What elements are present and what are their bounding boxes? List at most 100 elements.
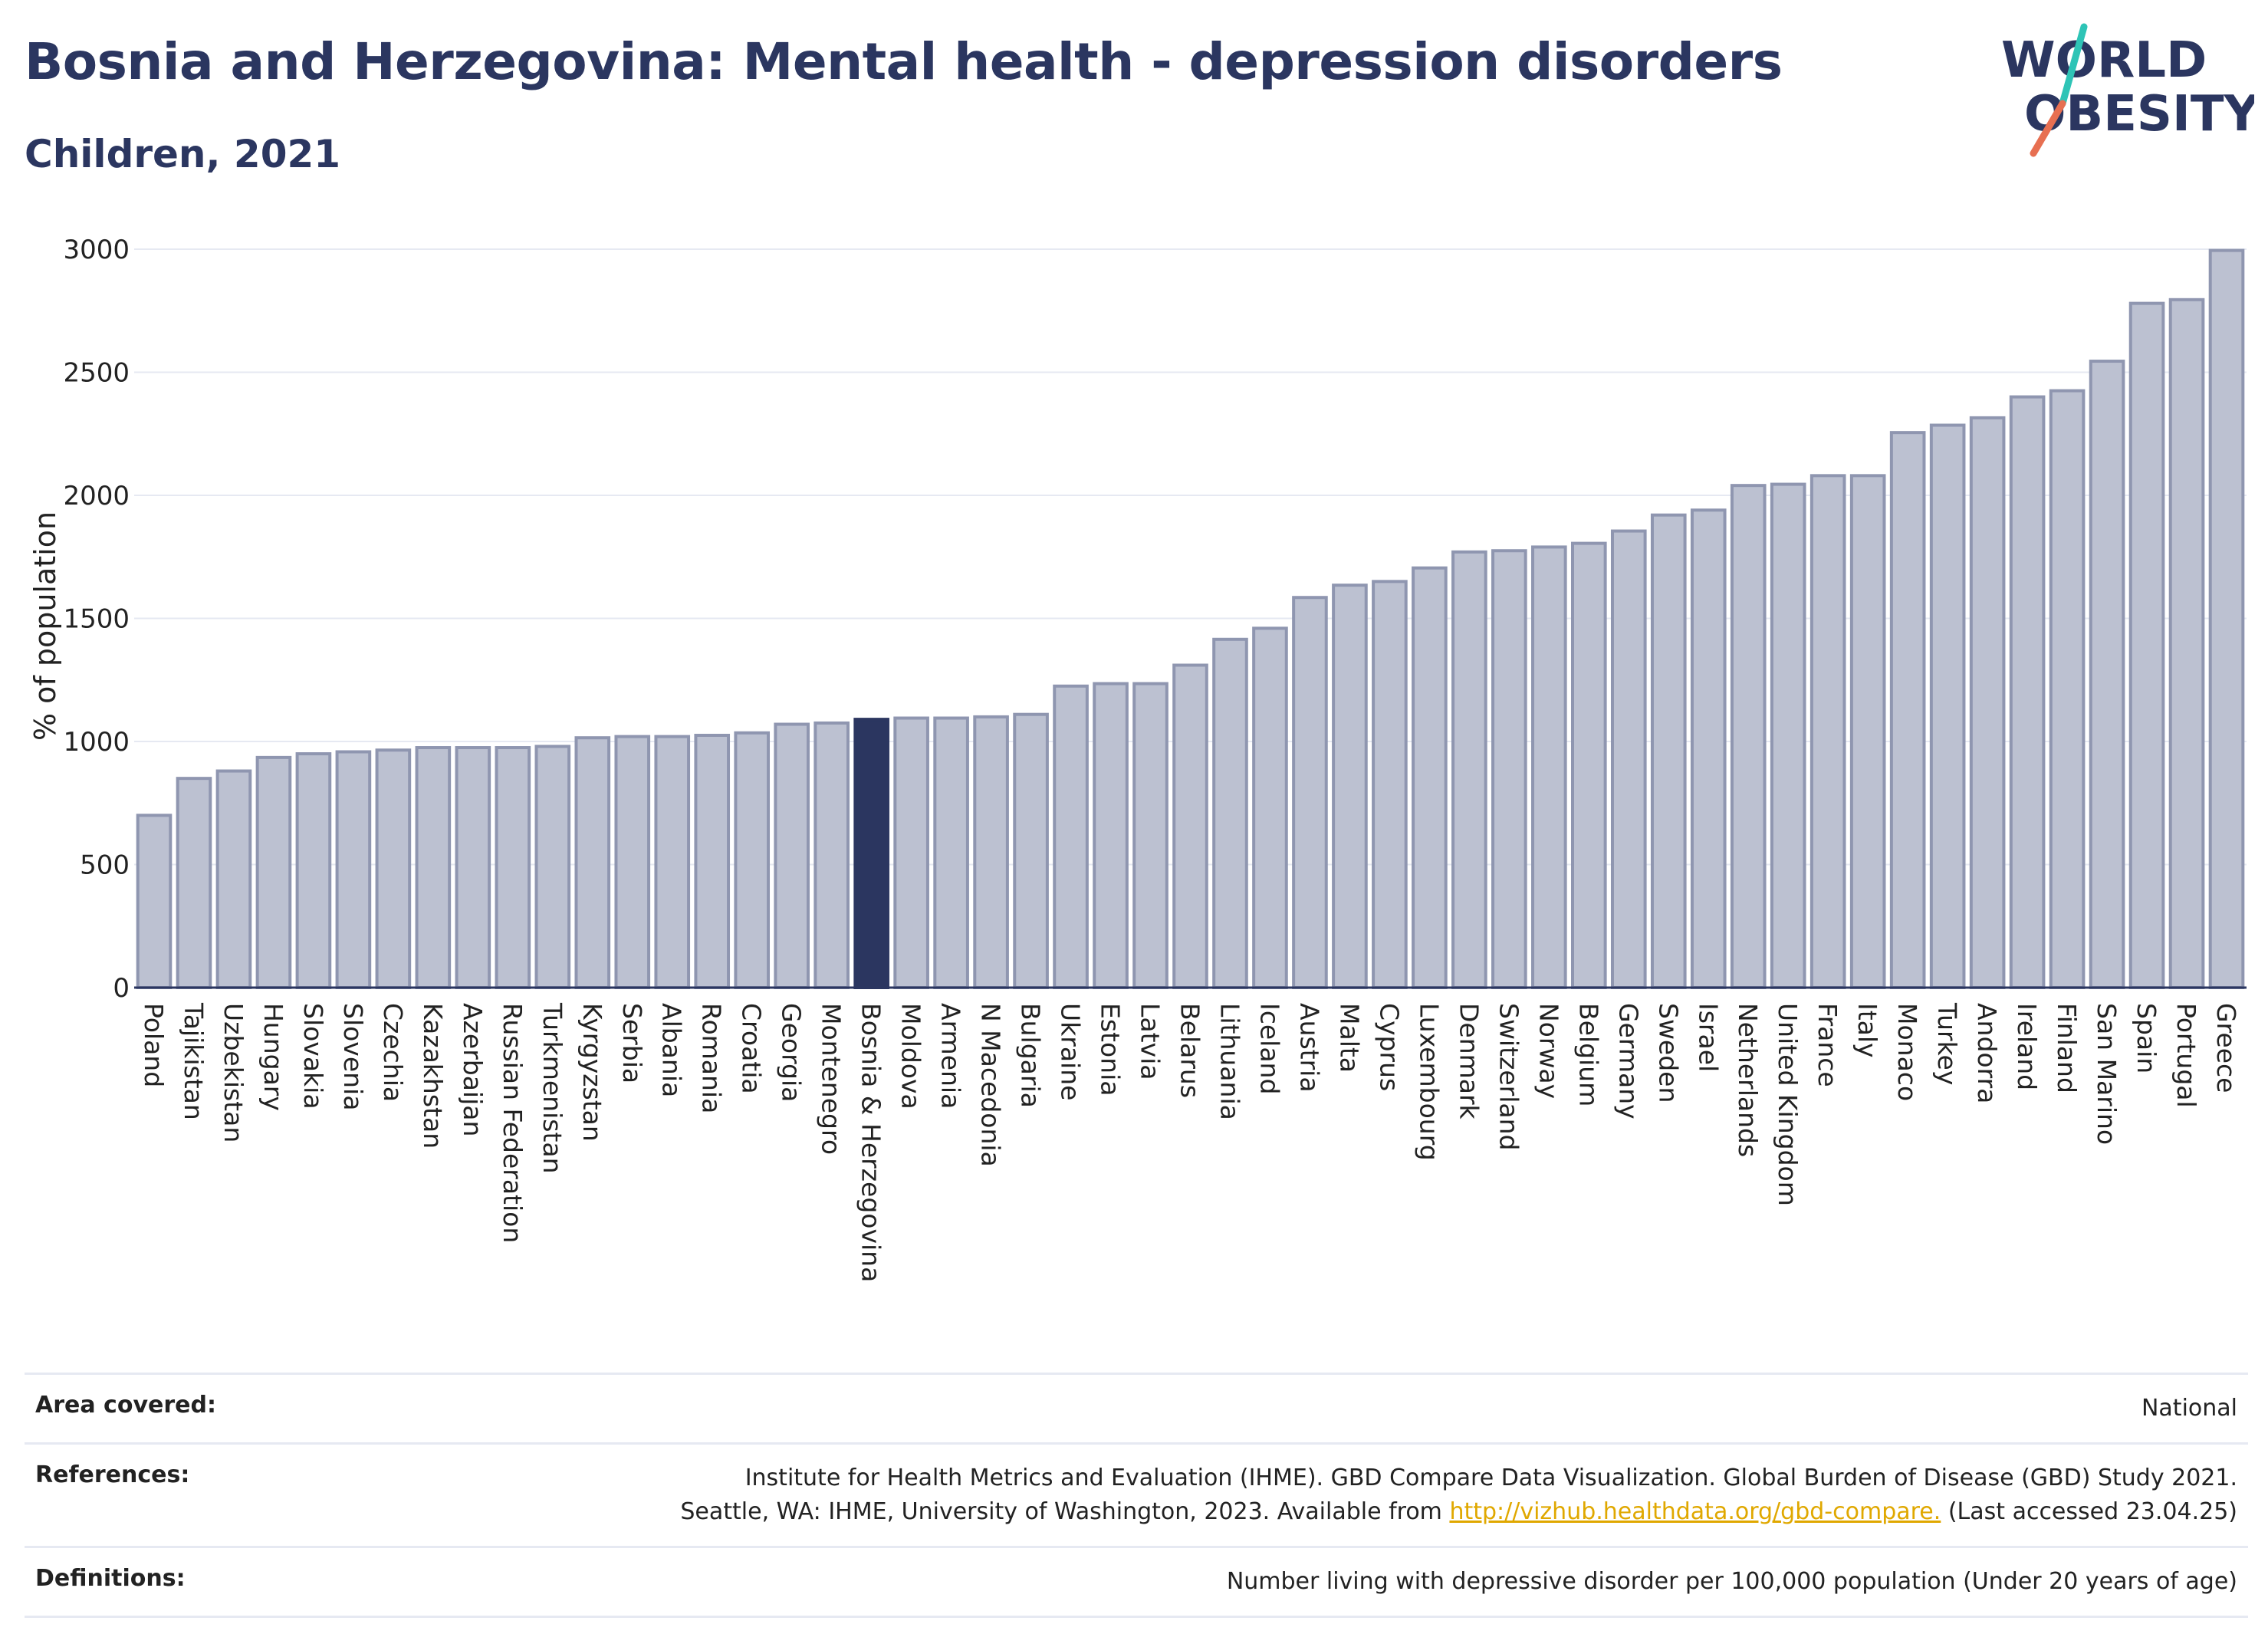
x-tick-label: Luxembourg bbox=[1414, 1003, 1444, 1161]
x-tick-label: Netherlands bbox=[1733, 1003, 1763, 1157]
y-tick-label: 500 bbox=[80, 850, 130, 881]
x-tick-label: Georgia bbox=[777, 1003, 807, 1102]
bar-albania[interactable] bbox=[654, 735, 691, 990]
logo-slash-teal bbox=[2059, 23, 2088, 107]
x-tick-label: Montenegro bbox=[817, 1003, 846, 1155]
x-tick-label: Latvia bbox=[1136, 1003, 1165, 1080]
references-link[interactable]: http://vizhub.healthdata.org/gbd-compare… bbox=[1449, 1498, 1941, 1525]
bar-croatia[interactable] bbox=[734, 731, 771, 989]
x-tick-label: N Macedonia bbox=[976, 1003, 1006, 1167]
references-row: References: Institute for Health Metrics… bbox=[25, 1442, 2248, 1546]
references-line1: Institute for Health Metrics and Evaluat… bbox=[744, 1465, 2237, 1491]
bar-bosnia-herzegovina[interactable] bbox=[853, 718, 889, 989]
x-tick-label: Czechia bbox=[378, 1003, 408, 1102]
bar-slovenia[interactable] bbox=[335, 750, 372, 989]
x-tick-label: Ireland bbox=[2012, 1003, 2042, 1090]
bar-germany[interactable] bbox=[1610, 529, 1647, 989]
bar-poland[interactable] bbox=[136, 814, 173, 990]
bar-moldova[interactable] bbox=[893, 716, 929, 989]
x-tick-label: Portugal bbox=[2171, 1003, 2201, 1108]
y-tick-label: 0 bbox=[113, 973, 130, 1004]
bar-spain[interactable] bbox=[2128, 301, 2165, 989]
x-tick-label: Serbia bbox=[617, 1003, 647, 1083]
bar-lithuania[interactable] bbox=[1212, 637, 1248, 989]
world-obesity-logo: WORLD OBESITY bbox=[2001, 23, 2254, 157]
bar-san-marino[interactable] bbox=[2089, 360, 2125, 989]
bar-tajikistan[interactable] bbox=[176, 777, 212, 990]
bar-andorra[interactable] bbox=[1969, 416, 2006, 989]
bar-belarus[interactable] bbox=[1172, 663, 1208, 989]
bar-czechia[interactable] bbox=[375, 748, 412, 989]
bar-estonia[interactable] bbox=[1093, 682, 1129, 989]
x-tick-label: Finland bbox=[2052, 1003, 2082, 1093]
bar-malta[interactable] bbox=[1332, 584, 1368, 989]
x-tick-label: Switzerland bbox=[1494, 1003, 1524, 1151]
bar-hungary[interactable] bbox=[255, 755, 292, 989]
references-label: References: bbox=[35, 1461, 190, 1488]
bar-denmark[interactable] bbox=[1451, 550, 1487, 989]
bar-norway[interactable] bbox=[1531, 545, 1567, 989]
x-axis-labels: Poland Tajikistan Uzbekistan Hungary Slovaki… bbox=[139, 1002, 2241, 1282]
bar-armenia[interactable] bbox=[933, 716, 969, 989]
bar-georgia[interactable] bbox=[774, 722, 810, 990]
bar-switzerland[interactable] bbox=[1491, 549, 1527, 989]
chart-subtitle: Children, 2021 bbox=[25, 132, 341, 176]
bar-kazakhstan[interactable] bbox=[415, 746, 452, 990]
chart-title: Bosnia and Herzegovina: Mental health - … bbox=[25, 32, 1783, 91]
bar-ireland[interactable] bbox=[2009, 395, 2046, 989]
x-tick-label: Italy bbox=[1852, 1003, 1882, 1058]
logo-slash-coral bbox=[2030, 100, 2066, 157]
bar-iceland[interactable] bbox=[1252, 626, 1288, 990]
bar-montenegro[interactable] bbox=[814, 721, 850, 989]
bar-serbia[interactable] bbox=[614, 735, 651, 990]
bar-turkmenistan[interactable] bbox=[534, 745, 571, 989]
x-tick-label: Iceland bbox=[1254, 1003, 1284, 1094]
x-tick-label: Greece bbox=[2211, 1003, 2241, 1093]
bar-turkey[interactable] bbox=[1929, 423, 1966, 989]
x-tick-label: Armenia bbox=[936, 1003, 966, 1109]
bar-united-kingdom[interactable] bbox=[1770, 482, 1806, 989]
x-tick-label: Kazakhstan bbox=[418, 1003, 448, 1149]
bar-latvia[interactable] bbox=[1132, 682, 1169, 989]
x-tick-label: Poland bbox=[139, 1003, 169, 1087]
bar-italy[interactable] bbox=[1849, 474, 1886, 989]
bar-monaco[interactable] bbox=[1889, 431, 1926, 989]
x-tick-label: Austria bbox=[1294, 1003, 1324, 1093]
bar-uzbekistan[interactable] bbox=[215, 769, 252, 990]
x-tick-label: Bosnia & Herzegovina bbox=[856, 1003, 886, 1282]
x-tick-label: Lithuania bbox=[1215, 1003, 1244, 1120]
bar-kyrgyzstan[interactable] bbox=[574, 736, 611, 989]
bar-belgium[interactable] bbox=[1570, 541, 1607, 989]
footer-info: Area covered: National References: Insti… bbox=[25, 1373, 2248, 1618]
bar-azerbaijan[interactable] bbox=[455, 746, 491, 990]
x-tick-label: Romania bbox=[697, 1003, 727, 1113]
bar-n-macedonia[interactable] bbox=[973, 715, 1009, 990]
x-tick-label: Uzbekistan bbox=[219, 1003, 248, 1142]
bar-romania[interactable] bbox=[694, 733, 731, 989]
bar-israel[interactable] bbox=[1690, 508, 1727, 989]
x-tick-label: Denmark bbox=[1454, 1003, 1484, 1120]
bar-ukraine[interactable] bbox=[1053, 684, 1089, 990]
bar-netherlands[interactable] bbox=[1730, 484, 1767, 989]
bar-portugal[interactable] bbox=[2168, 298, 2205, 989]
bar-slovakia[interactable] bbox=[295, 752, 332, 989]
bar-cyprus[interactable] bbox=[1372, 580, 1408, 989]
x-tick-label: France bbox=[1813, 1003, 1842, 1087]
x-tick-label: Russian Federation bbox=[498, 1003, 528, 1243]
y-tick-label: 3000 bbox=[63, 235, 130, 265]
bar-france[interactable] bbox=[1809, 474, 1846, 989]
bar-finland[interactable] bbox=[2049, 389, 2086, 989]
bar-bulgaria[interactable] bbox=[1013, 712, 1049, 989]
bar-austria[interactable] bbox=[1292, 596, 1328, 990]
bar-russian-federation[interactable] bbox=[495, 746, 531, 990]
x-tick-label: Israel bbox=[1693, 1003, 1723, 1072]
bar-luxembourg[interactable] bbox=[1412, 566, 1448, 989]
references-line2-pre: Seattle, WA: IHME, University of Washing… bbox=[680, 1498, 1450, 1525]
area-value: National bbox=[2141, 1395, 2237, 1422]
x-tick-label: Cyprus bbox=[1374, 1003, 1404, 1091]
definitions-value: Number living with depressive disorder p… bbox=[1226, 1568, 2237, 1595]
y-axis-title: % of population bbox=[28, 511, 62, 741]
x-tick-label: Monaco bbox=[1892, 1003, 1922, 1101]
bar-sweden[interactable] bbox=[1650, 513, 1687, 989]
bar-greece[interactable] bbox=[2208, 248, 2245, 990]
